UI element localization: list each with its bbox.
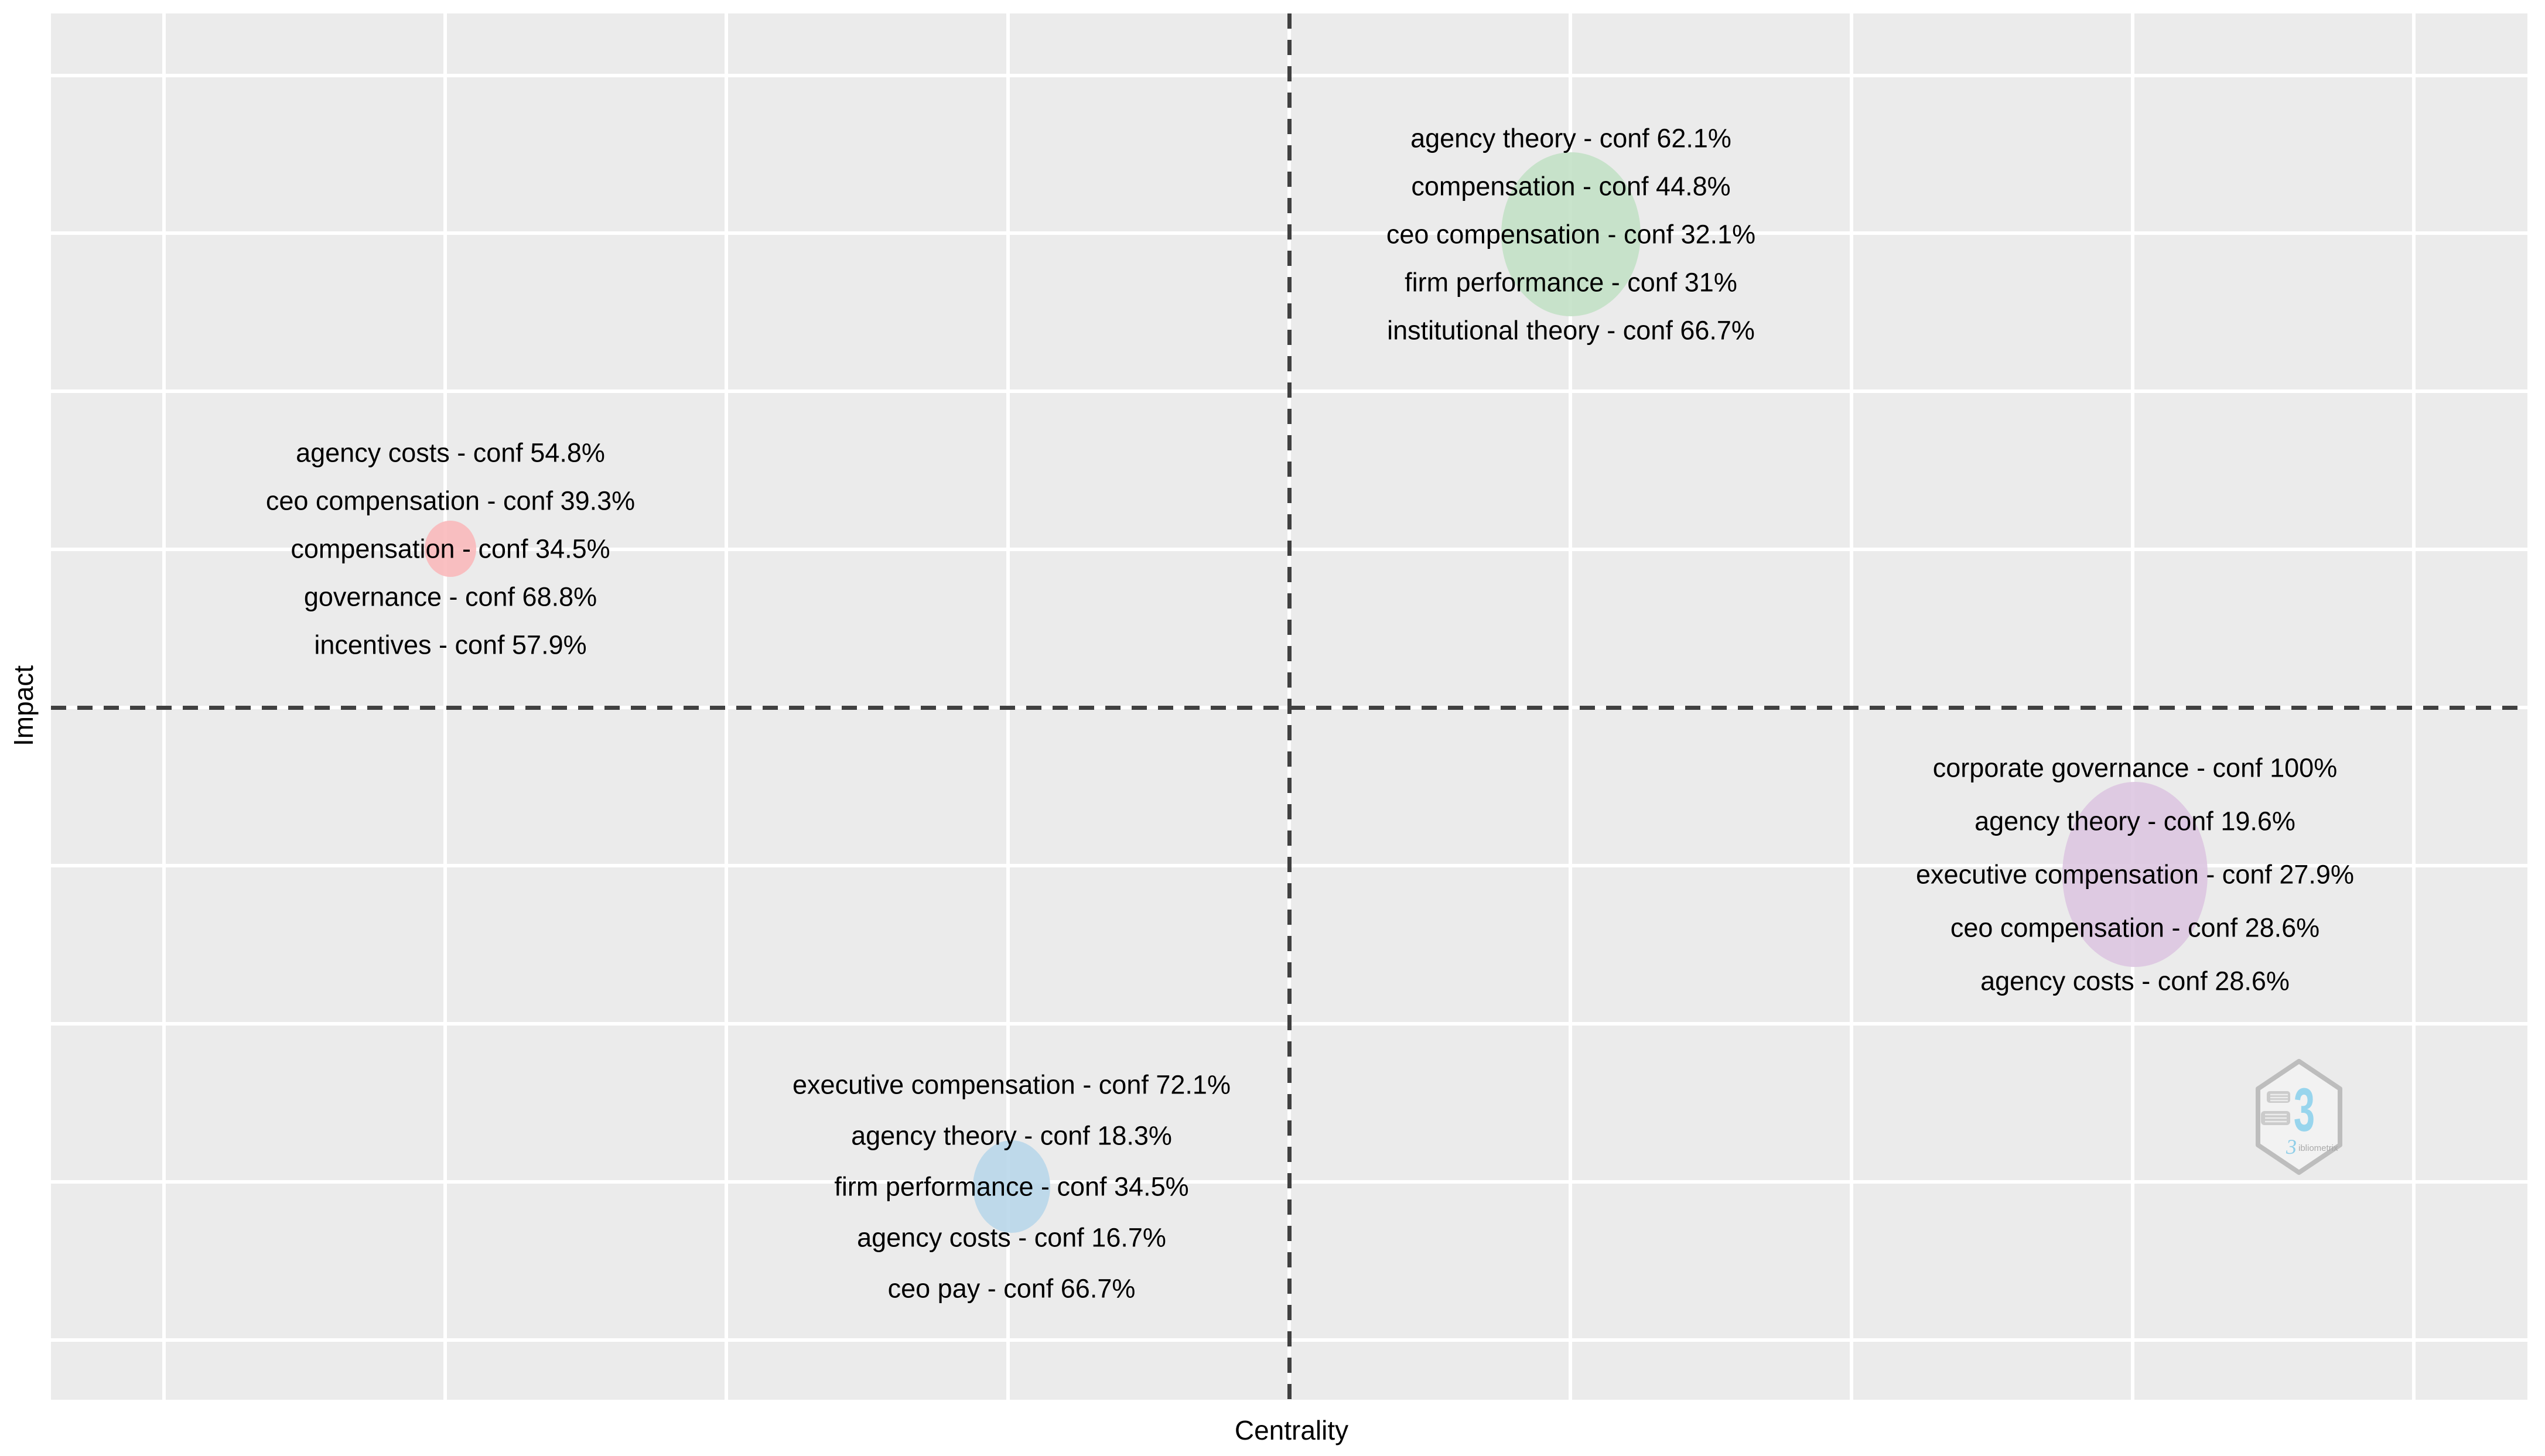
cluster-term-label: firm performance - conf 34.5%	[834, 1171, 1189, 1202]
cluster-term-label: agency theory - conf 19.6%	[1974, 806, 2295, 836]
cluster-term-label: agency costs - conf 16.7%	[857, 1222, 1166, 1253]
cluster-term-label: agency costs - conf 28.6%	[1980, 966, 2290, 996]
cluster-term-label: firm performance - conf 31%	[1405, 267, 1737, 298]
logo-book-top-icon	[2267, 1091, 2290, 1103]
cluster-term-label: compensation - conf 44.8%	[1411, 171, 1731, 201]
plot-panel	[51, 13, 2527, 1400]
logo-mark-3: 3	[2294, 1075, 2315, 1144]
cluster-bubble-agency-costs	[425, 521, 476, 577]
cluster-term-label: compensation - conf 34.5%	[291, 534, 610, 564]
cluster-term-label: executive compensation - conf 27.9%	[1916, 859, 2354, 890]
cluster-term-label: ceo compensation - conf 32.1%	[1386, 219, 1756, 249]
impact-mean-dashed-line	[51, 706, 2527, 710]
x-axis-label: Centrality	[1234, 1415, 1349, 1445]
cluster-bubble-agency-theory	[1501, 152, 1641, 316]
logo-hexagon	[2256, 1059, 2342, 1175]
cluster-term-label: ceo compensation - conf 28.6%	[1950, 912, 2320, 943]
logo-script-b: 3	[2286, 1135, 2297, 1158]
cluster-bubble-executive-compensation	[973, 1140, 1050, 1233]
cluster-term-label: agency theory - conf 18.3%	[851, 1120, 1172, 1151]
cluster-term-label: corporate governance - conf 100%	[1932, 753, 2338, 783]
cluster-term-label: institutional theory - conf 66.7%	[1387, 315, 1755, 346]
cluster-term-label: ceo pay - conf 66.7%	[887, 1273, 1136, 1304]
logo-wordmark: ibliometrix	[2298, 1143, 2338, 1153]
cluster-term-label: governance - conf 68.8%	[303, 582, 597, 612]
cluster-bubble-corporate-governance	[2062, 782, 2208, 967]
cluster-term-label: incentives - conf 57.9%	[314, 630, 587, 660]
y-axis-label: Impact	[8, 665, 39, 747]
cluster-term-label: executive compensation - conf 72.1%	[792, 1069, 1231, 1100]
cluster-term-label: ceo compensation - conf 39.3%	[265, 486, 636, 516]
logo-book-bottom-icon	[2261, 1111, 2290, 1125]
cluster-term-label: agency costs - conf 54.8%	[296, 438, 605, 468]
bibliometrix-logo: 3 3 ibliometrix	[2256, 1059, 2342, 1175]
cluster-term-label: agency theory - conf 62.1%	[1410, 123, 1731, 153]
